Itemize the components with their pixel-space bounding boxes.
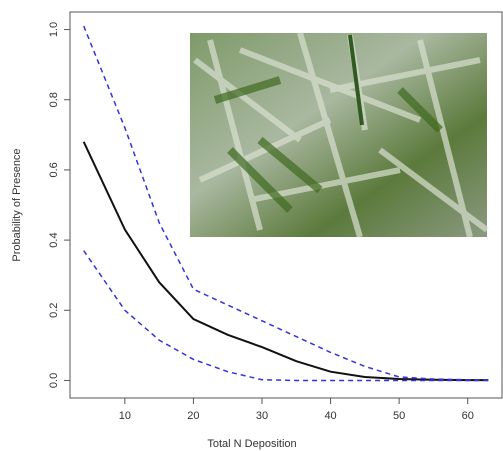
x-axis-label: Total N Deposition bbox=[207, 438, 296, 450]
inset-photo bbox=[190, 32, 489, 238]
series-line bbox=[83, 25, 489, 381]
y-tick-label: 1.0 bbox=[48, 22, 60, 37]
x-tick-label: 20 bbox=[187, 410, 199, 422]
series-line bbox=[83, 250, 489, 382]
x-tick-label: 30 bbox=[256, 410, 268, 422]
x-tick-label: 40 bbox=[324, 410, 336, 422]
x-tick-label: 60 bbox=[462, 410, 474, 422]
x-tick-label: 10 bbox=[119, 410, 131, 422]
y-tick-label: 0.8 bbox=[48, 92, 60, 107]
y-tick-label: 0.6 bbox=[48, 162, 60, 177]
y-tick-label: 0.0 bbox=[48, 373, 60, 388]
y-tick-label: 0.4 bbox=[48, 232, 60, 247]
plot-frame bbox=[69, 11, 503, 399]
y-tick-label: 0.2 bbox=[48, 303, 60, 318]
y-axis-label: Probability of Presence bbox=[11, 148, 23, 261]
x-tick-label: 50 bbox=[393, 410, 405, 422]
